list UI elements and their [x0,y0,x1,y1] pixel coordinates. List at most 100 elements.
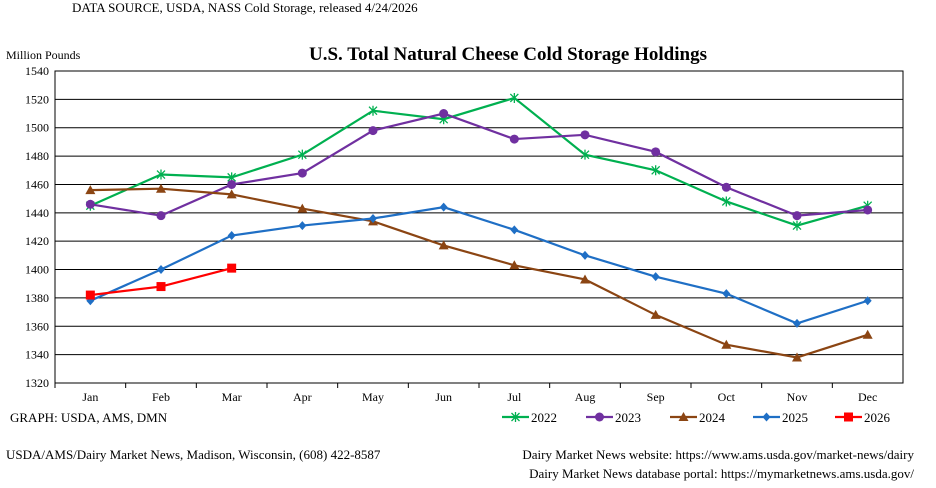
legend-label: 2023 [615,410,641,425]
triangle-marker [721,339,732,349]
y-tick-label: 1360 [25,319,49,333]
diamond-marker [793,318,801,328]
circle-marker [580,130,590,140]
series-2022 [85,92,873,231]
circle-marker [721,182,731,192]
diamond-marker [227,231,236,241]
x-tick-label: Apr [293,390,312,404]
triangle-marker [297,203,308,213]
diamond-marker [651,272,660,282]
circle-marker [85,199,95,209]
legend-item-2023: 2023 [586,410,641,425]
diamond-marker [863,296,872,306]
legend-label: 2024 [699,410,726,425]
circle-marker [227,179,237,189]
legend-label: 2022 [531,410,557,425]
y-tick-label: 1380 [25,291,49,305]
series-line-2022 [89,96,868,227]
circle-marker [509,134,519,144]
x-tick-label: Sep [647,390,665,404]
legend-item-2022: 2022 [502,410,557,425]
asterisk-marker [368,105,378,116]
diamond-marker [722,289,731,299]
y-tick-label: 1320 [25,376,49,390]
square-marker [844,412,853,422]
x-tick-label: Jul [507,390,522,404]
diamond-marker [762,412,771,422]
x-tick-label: May [362,390,384,404]
y-tick-label: 1540 [25,64,49,78]
asterisk-marker [156,169,166,180]
y-tick-label: 1440 [25,206,49,220]
series-2023 [85,109,873,221]
series-line-2025 [89,206,869,325]
x-tick-label: Aug [575,390,596,404]
asterisk-marker [509,92,519,103]
legend-item-2024: 2024 [670,410,726,425]
circle-marker [439,109,449,119]
asterisk-marker [721,196,731,207]
circle-marker [368,126,378,136]
y-tick-label: 1420 [25,234,49,248]
series-line-2023 [90,112,868,217]
y-tick-label: 1340 [25,348,49,362]
diamond-marker [157,265,165,275]
y-tick-label: 1520 [25,92,49,106]
triangle-marker [678,412,689,421]
series-line-2024 [90,187,869,359]
plot-area-border [54,70,904,384]
data-source-note: DATA SOURCE, USDA, NASS Cold Storage, re… [72,0,418,15]
x-tick-label: Feb [152,390,170,404]
y-tick-label: 1460 [25,177,49,191]
website-link[interactable]: Dairy Market News website: https://www.a… [522,447,914,462]
circle-marker [863,205,873,215]
diamond-marker [510,225,519,235]
chart-title: U.S. Total Natural Cheese Cold Storage H… [309,44,707,65]
y-axis-label: Million Pounds [6,48,81,62]
circle-marker [297,168,307,178]
x-tick-label: Jun [435,390,452,404]
circle-marker [792,211,802,221]
diamond-marker [369,213,377,223]
legend-item-2025: 2025 [753,410,808,425]
x-tick-label: Nov [787,390,808,404]
asterisk-marker [580,149,590,160]
diamond-marker [439,202,448,212]
triangle-marker [862,329,873,339]
square-marker [85,290,95,300]
graph-credit: GRAPH: USDA, AMS, DMN [10,410,168,425]
asterisk-marker [792,220,802,231]
y-tick-label: 1500 [25,121,49,135]
legend-label: 2025 [782,410,808,425]
circle-marker [651,147,661,157]
triangle-marker [226,189,237,199]
x-tick-label: Mar [222,390,242,404]
asterisk-marker [297,149,307,160]
series-2024 [85,183,873,362]
x-tick-label: Jan [82,390,98,404]
triangle-marker [85,185,96,195]
triangle-marker [438,240,449,250]
triangle-marker [792,352,802,362]
y-tick-label: 1480 [25,149,49,163]
y-tick-label: 1400 [25,263,49,277]
x-tick-label: Dec [858,390,877,404]
contact-info: USDA/AMS/Dairy Market News, Madison, Wis… [6,447,381,462]
diamond-marker [581,250,589,260]
circle-marker [595,412,604,422]
circle-marker [156,211,166,221]
square-marker [156,282,166,292]
triangle-marker [650,309,661,319]
asterisk-marker [511,412,520,422]
diamond-marker [298,221,307,231]
triangle-marker [509,260,520,270]
x-tick-label: Oct [718,390,736,404]
triangle-marker [580,274,590,284]
portal-link[interactable]: Dairy Market News database portal: https… [529,466,914,481]
asterisk-marker [651,165,661,176]
square-marker [227,263,237,273]
series-2025 [86,202,872,328]
legend-label: 2026 [864,410,891,425]
series-2026 [85,263,237,300]
